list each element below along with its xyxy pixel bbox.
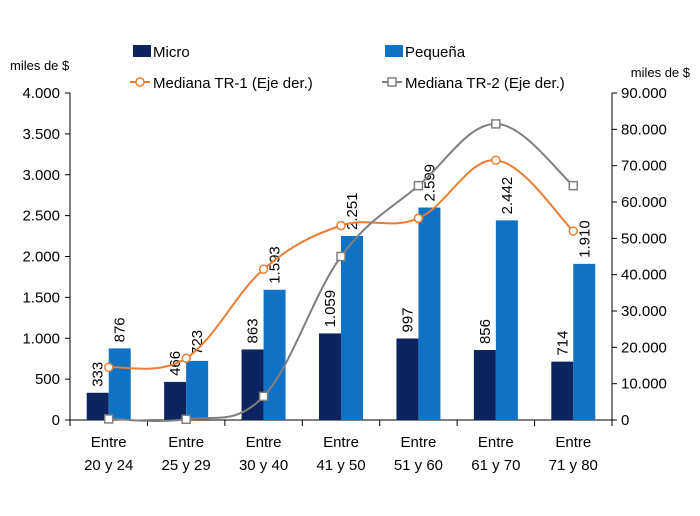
right-axis-tick-label: 50.000 [621, 230, 667, 247]
right-axis-tick-label: 90.000 [621, 85, 667, 102]
bar-micro [319, 333, 341, 420]
left-axis-tick-label: 4.000 [22, 85, 60, 102]
bar-value-label: 333 [90, 362, 107, 387]
bar-micro [164, 381, 187, 420]
marker-mediana-tr1 [336, 220, 346, 231]
bar-pequena [186, 360, 209, 420]
legend-label: Mediana TR-2 (Eje der.) [405, 75, 565, 92]
x-axis-tick-label: Entre [168, 434, 204, 451]
bar-value-label: 2.251 [344, 192, 361, 230]
x-axis-tick-label: 20 y 24 [84, 457, 133, 474]
x-axis-tick-label: Entre [323, 434, 359, 451]
left-axis-tick-label: 0 [52, 412, 60, 429]
marker-mediana-tr2 [258, 391, 269, 402]
marker-mediana-tr2 [181, 414, 191, 425]
bar-pequena [495, 220, 518, 420]
right-axis-tick-label: 40.000 [621, 267, 667, 284]
bar-value-label: 856 [477, 319, 494, 344]
left-axis-tick-label: 2.500 [22, 208, 60, 225]
left-axis-tick-label: 1.500 [22, 289, 60, 306]
x-axis-tick-label: Entre [91, 434, 127, 451]
marker-mediana-tr2 [103, 414, 114, 424]
marker-mediana-tr1 [258, 264, 269, 274]
legend-label: Micro [153, 44, 190, 61]
legend-marker [135, 77, 145, 87]
bar-micro [86, 392, 109, 420]
left-axis-tick-label: 3.500 [22, 126, 60, 143]
bar-pequena [418, 207, 441, 420]
right-axis-tick-label: 60.000 [621, 194, 667, 211]
bar-pequena [573, 263, 596, 420]
x-axis-tick-label: 51 y 60 [394, 457, 443, 474]
left-axis-tick-label: 500 [35, 371, 60, 388]
bar-value-label: 1.059 [322, 290, 339, 328]
right-axis-tick-label: 70.000 [621, 158, 667, 175]
marker-mediana-tr2 [413, 180, 424, 191]
bar-value-label: 723 [189, 330, 206, 355]
bar-pequena [108, 348, 131, 420]
bar-value-label: 997 [399, 307, 416, 332]
right-axis-tick-label: 20.000 [621, 339, 667, 356]
marker-mediana-tr1 [568, 226, 579, 236]
left-axis-title: miles de $ [10, 58, 70, 73]
bar-micro [241, 349, 264, 420]
marker-mediana-tr1 [103, 362, 114, 373]
marker-mediana-tr1 [491, 155, 501, 165]
bar-micro [551, 361, 574, 420]
right-axis-tick-label: 10.000 [621, 376, 667, 393]
marker-mediana-tr2 [568, 180, 579, 191]
bar-value-label: 2.442 [499, 177, 516, 215]
x-axis-tick-label: 25 y 29 [162, 457, 211, 474]
legend-label: Pequeña [405, 44, 466, 61]
bar-value-label: 876 [112, 317, 129, 342]
right-axis-title: miles de $ [631, 65, 691, 80]
x-axis-tick-label: Entre [555, 434, 591, 451]
marker-mediana-tr2 [491, 119, 501, 129]
marker-mediana-tr1 [413, 213, 424, 224]
bar-value-label: 863 [245, 318, 262, 343]
left-axis-tick-label: 2.000 [22, 249, 60, 266]
left-axis-tick-label: 1.000 [22, 330, 60, 347]
legend-swatch [385, 45, 403, 57]
bar-pequena [263, 289, 286, 420]
left-axis-tick-label: 3.000 [22, 167, 60, 184]
marker-mediana-tr1 [181, 353, 191, 363]
right-axis-tick-label: 0 [621, 412, 629, 429]
x-axis-tick-label: 61 y 70 [471, 457, 520, 474]
x-axis-tick-label: Entre [400, 434, 436, 451]
right-axis-tick-label: 80.000 [621, 121, 667, 138]
bar-value-label: 2.599 [421, 164, 438, 202]
x-axis-tick-label: 30 y 40 [239, 457, 288, 474]
legend-label: Mediana TR-1 (Eje der.) [153, 75, 313, 92]
bar-value-label: 1.910 [576, 220, 593, 258]
x-axis-tick-label: Entre [478, 434, 514, 451]
x-axis-tick-label: 71 y 80 [549, 457, 598, 474]
right-axis-tick-label: 30.000 [621, 303, 667, 320]
bar-pequena [341, 235, 363, 420]
bar-micro [396, 338, 419, 420]
bar-micro [473, 350, 496, 420]
x-axis-tick-label: 41 y 50 [316, 457, 365, 474]
legend-marker [387, 77, 397, 87]
marker-mediana-tr2 [336, 251, 346, 262]
bar-value-label: 714 [554, 331, 571, 356]
legend-swatch [133, 45, 151, 57]
x-axis-tick-label: Entre [246, 434, 282, 451]
